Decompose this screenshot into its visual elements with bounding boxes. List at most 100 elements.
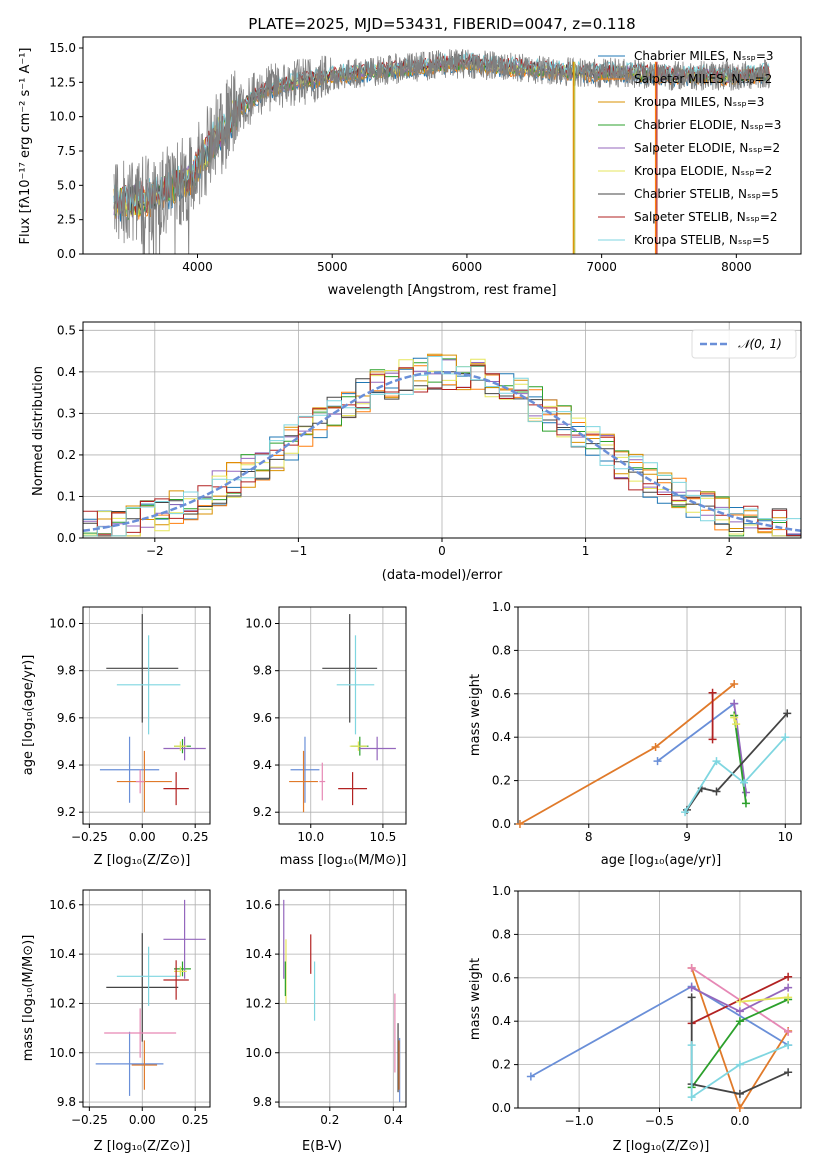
series-marker <box>735 1089 744 1098</box>
ytick-label: 7.5 <box>57 144 76 158</box>
series-marker <box>784 1041 793 1050</box>
xtick-label: 10 <box>778 830 793 844</box>
xtick-label: −1.0 <box>565 1114 594 1128</box>
ytick-label: 10.4 <box>49 947 76 961</box>
spectrum-legend: Chabrier MILES, Nₛₛₚ=3 Salpeter MILES, Nₛ… <box>598 49 781 247</box>
series-line <box>690 1044 789 1099</box>
series-marker <box>708 688 717 697</box>
series-marker <box>687 993 696 1002</box>
spectrum-ticks: 4000 5000 6000 7000 8000 0.0 2.5 5.0 7.5 10.0 12.5… <box>49 41 751 274</box>
panel-body: −0.25 0.00 0.25 9.8 10.0 10.2 10.4 10.6 <box>49 889 211 1127</box>
series-marker <box>712 757 721 766</box>
legend-label: Kroupa STELIB, Nₛₛₚ=5 <box>634 233 770 247</box>
series-marker <box>651 742 660 751</box>
ytick-label: 0.3 <box>57 406 76 420</box>
series-marker <box>735 997 744 1006</box>
ytick-label: 0.4 <box>492 1014 511 1028</box>
series-line <box>684 736 786 813</box>
xtick-label: 1 <box>582 544 590 558</box>
xtick-label: 0.4 <box>384 1113 403 1127</box>
series-marker <box>732 720 741 729</box>
ytick-label: 0.1 <box>57 489 76 503</box>
panel-body: −0.25 0.00 0.25 9.2 9.4 9.6 9.8 10.0 <box>49 606 211 844</box>
axes-frame <box>82 606 211 825</box>
xtick-label: 10.0 <box>297 830 324 844</box>
series-marker <box>735 1007 744 1016</box>
xtick-label: 0.2 <box>320 1113 339 1127</box>
axes-frame <box>278 606 407 825</box>
series-marker <box>735 1104 744 1112</box>
age-weight-xlabel: age [log₁₀(age/yr)] <box>601 853 722 868</box>
panel-body: −1.0 −0.5 0.0 0.0 0.2 0.4 0.6 0.8 1.0 <box>492 884 802 1128</box>
gaussian-legend-label: 𝒩(0, 1) <box>738 337 782 351</box>
xtick-label: −0.5 <box>645 1114 674 1128</box>
spectrum-panel: PLATE=2025, MJD=53431, FIBERID=0047, z=0… <box>18 15 802 298</box>
ytick-label: 0.8 <box>492 927 511 941</box>
ytick-label: 0.6 <box>492 971 511 985</box>
spectrum-ylabel: Flux [fλ10⁻¹⁷ erg cm⁻² s⁻¹ A⁻¹] <box>18 48 33 245</box>
xtick-label: 0.0 <box>730 1114 749 1128</box>
axes-frame <box>278 889 407 1108</box>
ytick-label: 9.8 <box>253 664 272 678</box>
residual-histogram-step <box>83 355 801 537</box>
z-weight-xlabel: Z [log₁₀(Z/Z⊙)] <box>613 1139 710 1154</box>
z-age-xlabel: Z [log₁₀(Z/Z⊙)] <box>94 853 191 868</box>
data-spectrum-line <box>113 49 771 254</box>
series-marker <box>741 788 750 797</box>
xtick-label: 0.25 <box>182 830 209 844</box>
z-age-panel: Z [log₁₀(Z/Z⊙)] age [log₁₀(age/yr)] −0.2… <box>21 606 211 868</box>
ytick-label: 1.0 <box>492 884 511 898</box>
ytick-label: 1.0 <box>492 600 511 614</box>
xtick-label: 5000 <box>317 260 348 274</box>
ytick-label: 9.8 <box>57 1095 76 1109</box>
residual-legend: 𝒩(0, 1) <box>691 329 797 359</box>
ytick-label: 10.6 <box>49 898 76 912</box>
ebv-mass-xlabel: E(B-V) <box>302 1139 342 1154</box>
ytick-label: 0.2 <box>492 1058 511 1072</box>
xtick-label: 6000 <box>452 260 483 274</box>
residual-xlabel: (data-model)/error <box>382 568 503 583</box>
ytick-label: 10.0 <box>245 1046 272 1060</box>
xtick-label: 9 <box>683 830 691 844</box>
ytick-label: 9.6 <box>253 711 272 725</box>
legend-label: Chabrier MILES, Nₛₛₚ=3 <box>634 49 774 63</box>
xtick-label: 8000 <box>721 260 752 274</box>
series-marker <box>784 983 793 992</box>
ytick-label: 0.2 <box>492 774 511 788</box>
legend-label: Kroupa MILES, Nₛₛₚ=3 <box>634 95 764 109</box>
series-marker <box>740 778 749 787</box>
xtick-label: 2 <box>725 544 733 558</box>
spectrum-plot <box>113 49 771 254</box>
ytick-label: 0.4 <box>492 730 511 744</box>
ytick-label: 10.0 <box>49 1046 76 1060</box>
ytick-label: 0.0 <box>57 247 76 261</box>
series-marker <box>741 799 750 808</box>
ytick-label: 10.0 <box>49 617 76 631</box>
z-mass-xlabel: Z [log₁₀(Z/Z⊙)] <box>94 1139 191 1154</box>
series-marker <box>784 972 793 981</box>
xtick-label: −0.25 <box>71 1113 108 1127</box>
ytick-label: 9.4 <box>253 758 272 772</box>
residual-plot <box>82 353 802 537</box>
residual-ticks: −2 −1 0 1 2 0.0 0.1 0.2 0.3 0.4 0.5 <box>57 323 733 558</box>
panel-body: 0.2 0.4 9.8 10.0 10.2 10.4 10.6 <box>245 889 407 1127</box>
series-marker <box>687 1041 696 1050</box>
xtick-label: 0.25 <box>182 1113 209 1127</box>
residual-ylabel: Normed distribution <box>31 366 46 496</box>
legend-label: Salpeter STELIB, Nₛₛₚ=2 <box>634 210 778 224</box>
series-marker <box>784 1068 793 1077</box>
ytick-label: 0.0 <box>492 817 511 831</box>
series-marker <box>730 680 739 689</box>
ytick-label: 0.8 <box>492 643 511 657</box>
series-line <box>690 997 789 1095</box>
ytick-label: 0.2 <box>57 448 76 462</box>
series-marker <box>784 993 793 1002</box>
legend-label: Chabrier ELODIE, Nₛₛₚ=3 <box>634 118 781 132</box>
series-line <box>686 712 788 811</box>
z-mass-panel: Z [log₁₀(Z/Z⊙)] mass [log₁₀(M/M⊙)] −0.25… <box>21 889 211 1154</box>
legend-label: Salpeter MILES, Nₛₛₚ=2 <box>634 72 772 86</box>
z-weight-ylabel: mass weight <box>468 958 483 1040</box>
mass-age-xlabel: mass [log₁₀(M/M⊙)] <box>280 853 407 868</box>
residual-legend-box <box>691 329 797 359</box>
axes-frame <box>517 606 802 825</box>
